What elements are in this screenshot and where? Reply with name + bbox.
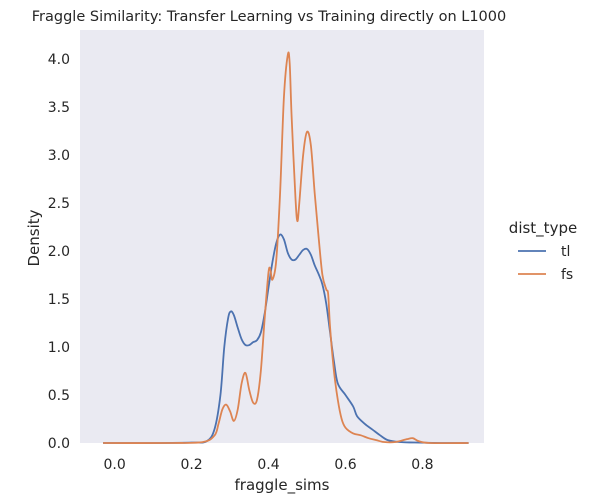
series-layer [103, 51, 469, 445]
x-tick-label: 0.6 [334, 457, 356, 473]
y-tick-label: 4.0 [48, 52, 70, 68]
x-tick-labels: 0.0 0.2 0.4 0.6 0.8 [103, 457, 433, 473]
series-line-fs [103, 51, 469, 445]
legend-entries: tl fs [518, 244, 573, 283]
y-tick-label: 2.0 [48, 244, 70, 260]
legend: dist_type tl fs [509, 219, 577, 283]
y-tick-label: 3.0 [48, 148, 70, 164]
x-axis-label: fraggle_sims [235, 476, 330, 495]
x-tick-label: 0.8 [411, 457, 433, 473]
y-tick-label: 0.0 [48, 436, 70, 452]
x-tick-label: 0.4 [257, 457, 279, 473]
legend-item-tl: tl [518, 244, 570, 260]
legend-label-fs: fs [561, 267, 573, 283]
chart-title: Fraggle Similarity: Transfer Learning vs… [32, 9, 506, 25]
legend-title: dist_type [509, 219, 577, 238]
x-tick-label: 0.0 [103, 457, 125, 473]
y-tick-label: 2.5 [48, 196, 70, 212]
y-tick-labels: 0.0 0.5 1.0 1.5 2.0 2.5 3.0 3.5 4.0 [48, 52, 70, 452]
legend-item-fs: fs [518, 267, 573, 283]
legend-label-tl: tl [561, 244, 570, 260]
y-tick-label: 0.5 [48, 388, 70, 404]
x-tick-label: 0.2 [180, 457, 202, 473]
y-tick-label: 1.5 [48, 292, 70, 308]
y-axis-label: Density [25, 209, 43, 266]
y-tick-label: 1.0 [48, 340, 70, 356]
y-tick-label: 3.5 [48, 100, 70, 116]
series-line-tl [103, 233, 469, 444]
